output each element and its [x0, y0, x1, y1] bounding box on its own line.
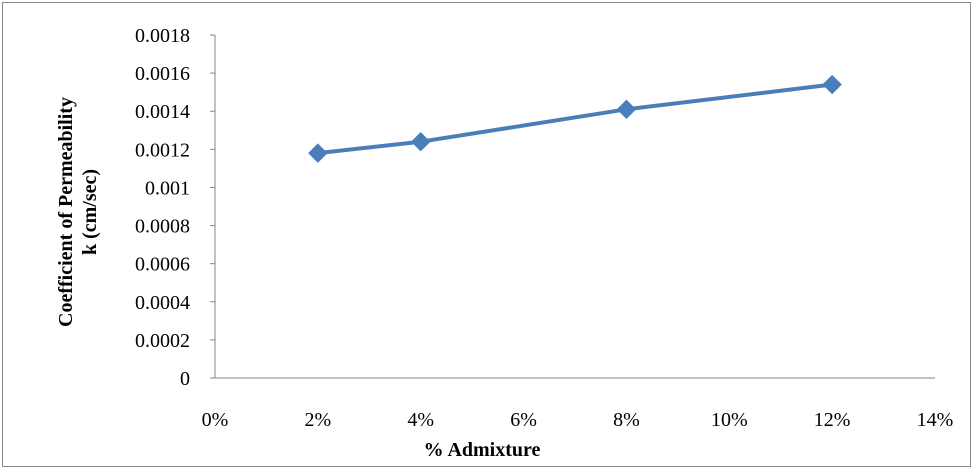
y-tick-label: 0.0014	[135, 101, 190, 123]
x-tick-label: 14%	[917, 409, 954, 431]
y-tick-label: 0.0004	[135, 292, 190, 314]
x-tick-label: 6%	[510, 409, 537, 431]
x-axis-title: % Admixture	[424, 439, 541, 461]
x-axis: 0% 2% 4% 6% 8% 10% 12% 14%	[202, 377, 954, 431]
y-axis: 0 0.0002 0.0004 0.0006 0.0008 0.001 0.0012 0.00…	[135, 25, 216, 390]
x-tick-label: 2%	[305, 409, 332, 431]
data-point-marker	[411, 132, 431, 152]
x-tick-label: 10%	[711, 409, 748, 431]
y-axis-title: Coefficient of Permeability k (cm/sec)	[55, 97, 101, 327]
y-axis-title-line2: k (cm/sec)	[79, 169, 101, 255]
x-tick-label: 0%	[202, 409, 229, 431]
x-tick-label: 12%	[814, 409, 851, 431]
y-tick-label: 0.0008	[135, 216, 190, 238]
y-tick-label: 0.0012	[135, 139, 190, 161]
data-point-marker	[822, 74, 842, 95]
data-point-marker	[308, 143, 328, 163]
y-tick-label: 0.0006	[135, 254, 190, 276]
y-tick-label: 0.001	[145, 177, 190, 199]
series	[308, 74, 842, 163]
y-tick-label: 0	[180, 368, 190, 390]
x-tick-label: 4%	[407, 409, 434, 431]
data-point-marker	[616, 99, 637, 120]
series-line	[315, 82, 835, 156]
y-tick-label: 0.0016	[135, 63, 190, 85]
x-tick-label: 8%	[613, 409, 640, 431]
y-tick-label: 0.0002	[135, 330, 190, 352]
y-tick-label: 0.0018	[135, 25, 190, 47]
y-axis-title-line1: Coefficient of Permeability	[55, 97, 77, 327]
